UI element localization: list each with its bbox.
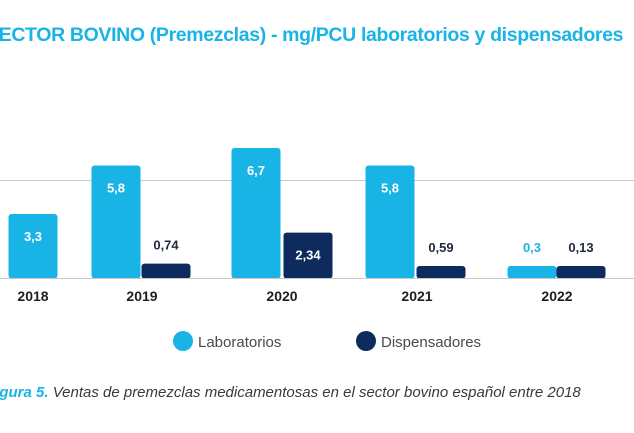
- data-label-laboratorios-2018: 3,3: [24, 229, 42, 244]
- data-label-dispensadores-2022: 0,13: [568, 240, 593, 255]
- legend-label: Dispensadores: [381, 334, 481, 351]
- x-tick-label-2020: 2020: [266, 288, 297, 304]
- chart-title: SECTOR BOVINO (Premezclas) - mg/PCU labo…: [0, 24, 624, 46]
- legend-item-dispensadores: Dispensadores: [356, 331, 481, 351]
- legend-item-laboratorios: Laboratorios: [173, 331, 281, 351]
- data-label-dispensadores-2020: 2,34: [295, 248, 321, 263]
- legend-swatch: [356, 331, 376, 351]
- x-tick-label-2019: 2019: [126, 288, 157, 304]
- bar-laboratorios-2019: [91, 165, 141, 279]
- bar-laboratorios-2021: [365, 165, 415, 279]
- legend-swatch: [173, 331, 193, 351]
- data-label-dispensadores-2021: 0,59: [428, 240, 453, 255]
- legend-label: Laboratorios: [198, 334, 281, 351]
- legend: Laboratorios Dispensadores: [173, 331, 481, 351]
- bars-layer: [8, 148, 606, 279]
- x-tick-label-2021: 2021: [401, 288, 432, 304]
- x-tick-label-2018: 2018: [17, 288, 48, 304]
- data-label-laboratorios-2021: 5,8: [381, 180, 399, 195]
- bar-laboratorios-2020: [231, 148, 281, 279]
- data-label-dispensadores-2019: 0,74: [153, 238, 179, 253]
- bar-dispensadores-2020: [283, 232, 333, 279]
- data-label-laboratorios-2022: 0,3: [523, 240, 541, 255]
- x-tick-label-2022: 2022: [541, 288, 572, 304]
- bar-dispensadores-2021: [416, 266, 466, 279]
- data-label-laboratorios-2019: 5,8: [107, 180, 125, 195]
- data-label-laboratorios-2020: 6,7: [247, 163, 265, 178]
- figure-caption: Figura 5. Ventas de premezclas medicamen…: [0, 384, 581, 401]
- bar-dispensadores-2019: [141, 263, 191, 279]
- bar-laboratorios-2022: [507, 266, 557, 279]
- caption-label: Figura 5.: [0, 384, 49, 401]
- bar-dispensadores-2022: [556, 266, 606, 279]
- labels-layer: 3,3 5,8 6,7 5,8 0,3 0,74 2,34 0,59 0,13 2018 2019 2…: [17, 163, 593, 304]
- bar-laboratorios-2018: [8, 213, 58, 279]
- caption-text: Ventas de premezclas medicamentosas en e…: [52, 384, 581, 401]
